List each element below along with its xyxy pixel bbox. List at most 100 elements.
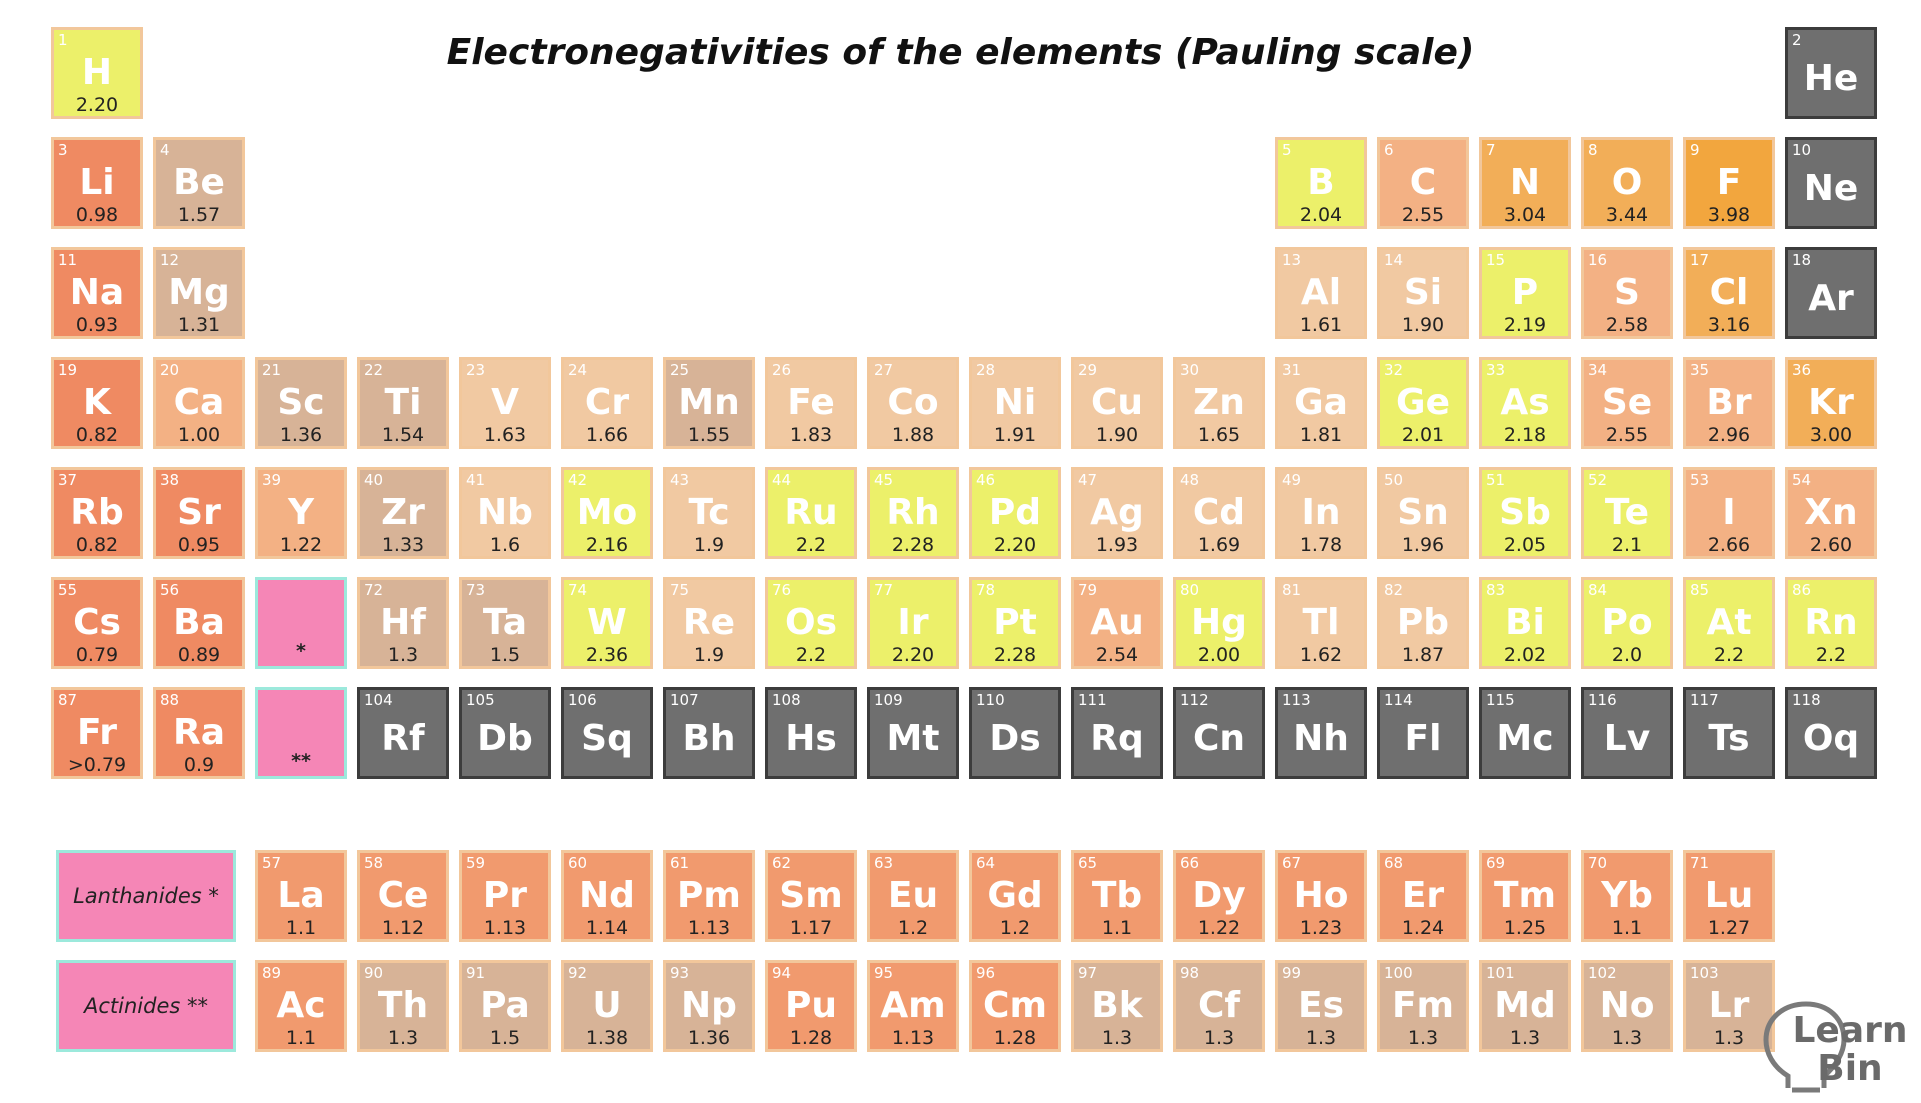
element-cell-sm: 62 Sm 1.17 [765,850,857,942]
element-cell-h: 1 H 2.20 [51,27,143,119]
electronegativity-value: 1.90 [1401,314,1445,336]
atomic-number: 51 [1486,471,1506,489]
element-symbol: Br [1706,382,1752,423]
atomic-number: 61 [670,854,690,872]
electronegativity-value: 2.2 [1713,644,1745,666]
atomic-number: 35 [1690,361,1710,379]
electronegativity-value: 2.20 [993,534,1037,556]
element-cell-pm: 61 Pm 1.13 [663,850,755,942]
electronegativity-value: 1.5 [489,644,521,666]
element-symbol: Ru [784,492,838,533]
element-cell-er: 68 Er 1.24 [1377,850,1469,942]
electronegativity-value: 2.19 [1503,314,1547,336]
element-cell-lv: 116 Lv [1581,687,1673,779]
element-cell-ir: 77 Ir 2.20 [867,577,959,669]
element-symbol: Ca [173,382,225,423]
atomic-number: 96 [976,964,996,982]
element-cell-b: 5 B 2.04 [1275,137,1367,229]
element-symbol: Rq [1090,718,1144,759]
electronegativity-value: 1.13 [483,917,527,939]
electronegativity-value: 2.55 [1605,424,1649,446]
element-symbol: O [1611,162,1643,203]
electronegativity-value: 1.55 [687,424,731,446]
electronegativity-value: 1.14 [585,917,629,939]
element-cell-o: 8 O 3.44 [1581,137,1673,229]
atomic-number: 37 [58,471,78,489]
electronegativity-value: 0.82 [75,534,119,556]
element-symbol: Co [887,382,939,423]
atomic-number: 68 [1384,854,1404,872]
element-symbol: Gd [987,875,1043,916]
electronegativity-value: 1.93 [1095,534,1139,556]
atomic-number: 85 [1690,581,1710,599]
element-symbol: As [1500,382,1550,423]
lightbulb-icon [1763,1001,1847,1093]
electronegativity-value: 1.88 [891,424,935,446]
electronegativity-value: 1.3 [1203,1027,1235,1049]
electronegativity-value: 2.0 [1611,644,1643,666]
element-cell-cs: 55 Cs 0.79 [51,577,143,669]
atomic-number: 111 [1078,691,1107,709]
element-cell-pa: 91 Pa 1.5 [459,960,551,1052]
atomic-number: 55 [58,581,78,599]
element-cell-po: 84 Po 2.0 [1581,577,1673,669]
electronegativity-value: 1.96 [1401,534,1445,556]
electronegativity-value: 0.79 [75,644,119,666]
atomic-number: 77 [874,581,894,599]
electronegativity-value: 1.83 [789,424,833,446]
element-cell-rq: 111 Rq [1071,687,1163,779]
electronegativity-value: 1.3 [1611,1027,1643,1049]
electronegativity-value: 1.25 [1503,917,1547,939]
electronegativity-value: 1.5 [489,1027,521,1049]
element-cell-fl: 114 Fl [1377,687,1469,779]
atomic-number: 5 [1282,141,1292,159]
series-placeholder-cell: ** [255,687,347,779]
element-symbol: V [491,382,519,423]
element-symbol: Li [79,162,115,203]
electronegativity-value: 1.23 [1299,917,1343,939]
element-cell-ga: 31 Ga 1.81 [1275,357,1367,449]
atomic-number: 1 [58,31,68,49]
atomic-number: 30 [1180,361,1200,379]
element-cell-hg: 80 Hg 2.00 [1173,577,1265,669]
element-cell-sb: 51 Sb 2.05 [1479,467,1571,559]
element-symbol: Sm [779,875,843,916]
element-symbol: Te [1604,492,1650,533]
element-symbol: Hs [785,718,837,759]
element-symbol: Sq [581,718,633,759]
element-symbol: Nh [1293,718,1349,759]
element-symbol: Cd [1192,492,1246,533]
atomic-number: 82 [1384,581,1404,599]
learnbin-logo [1763,1001,1847,1093]
atomic-number: 62 [772,854,792,872]
atomic-number: 81 [1282,581,1302,599]
electronegativity-value: 2.58 [1605,314,1649,336]
element-symbol: Au [1090,602,1144,643]
atomic-number: 57 [262,854,282,872]
element-symbol: Bk [1091,985,1143,1026]
electronegativity-value: 2.20 [891,644,935,666]
element-cell-re: 75 Re 1.9 [663,577,755,669]
element-symbol: Y [287,492,315,533]
element-symbol: Xn [1804,492,1858,533]
atomic-number: 12 [160,251,180,269]
element-cell-sn: 50 Sn 1.96 [1377,467,1469,559]
element-symbol: S [1614,272,1640,313]
element-cell-oq: 118 Oq [1785,687,1877,779]
element-cell-p: 15 P 2.19 [1479,247,1571,339]
atomic-number: 26 [772,361,792,379]
electronegativity-value: 1.12 [381,917,425,939]
element-symbol: B [1307,162,1335,203]
element-cell-nb: 41 Nb 1.6 [459,467,551,559]
element-symbol: Ti [384,382,422,423]
atomic-number: 104 [364,691,393,709]
element-symbol: Md [1494,985,1556,1026]
atomic-number: 63 [874,854,894,872]
element-symbol: Ne [1803,168,1859,209]
atomic-number: 38 [160,471,180,489]
element-cell-cn: 112 Cn [1173,687,1265,779]
electronegativity-value: 1.00 [177,424,221,446]
atomic-number: 98 [1180,964,1200,982]
element-cell-si: 14 Si 1.90 [1377,247,1469,339]
element-cell-ge: 32 Ge 2.01 [1377,357,1469,449]
